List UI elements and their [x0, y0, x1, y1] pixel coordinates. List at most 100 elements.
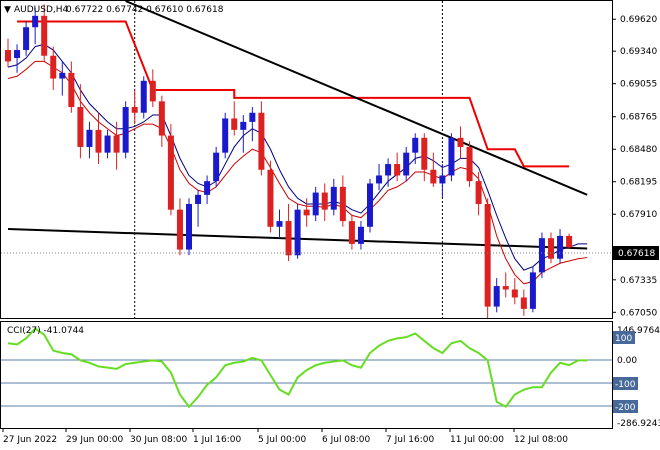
main-plot-frame — [0, 0, 613, 319]
time-label-0: 27 Jun 2022 — [3, 435, 57, 445]
candle-body-17 — [158, 101, 165, 136]
current-price-box — [613, 246, 659, 260]
candle-body-57 — [520, 297, 527, 309]
candle-body-52 — [475, 181, 482, 204]
candle-body-62 — [566, 235, 573, 248]
price-tick-label-0: 0.69620 — [620, 15, 657, 25]
candle-body-1 — [14, 50, 21, 59]
candle-body-29 — [267, 169, 274, 227]
candle-body-53 — [484, 203, 491, 307]
cci-label: CCI(27) -41.0744 — [7, 326, 84, 336]
candle-body-15 — [140, 80, 147, 113]
cci-minus200-tag: -200 — [615, 403, 636, 413]
candle-body-50 — [457, 137, 464, 147]
candle-body-4 — [41, 15, 48, 56]
candle-body-10 — [95, 129, 102, 153]
price-tick-label-2: 0.69055 — [620, 80, 657, 90]
time-label-2: 30 Jun 08:00 — [130, 435, 187, 445]
cci-plot-frame — [0, 321, 613, 429]
candle-body-13 — [122, 107, 129, 153]
candle-body-38 — [348, 221, 355, 244]
candle-body-31 — [285, 221, 292, 256]
candle-body-6 — [59, 72, 66, 79]
time-label-7: 11 Jul 00:00 — [450, 435, 504, 445]
candle-body-55 — [502, 286, 509, 290]
cci-line — [7, 327, 588, 409]
candle-body-21 — [195, 194, 202, 204]
candle-body-26 — [240, 121, 247, 130]
cci-minus200-box — [613, 400, 638, 413]
candle-body-27 — [249, 112, 256, 122]
candle-body-45 — [412, 137, 419, 153]
candle-body-5 — [50, 55, 57, 79]
cci-minus100-tag: -100 — [615, 380, 636, 390]
candle-body-44 — [403, 152, 410, 176]
cci-100-box — [613, 331, 635, 344]
candle-body-28 — [258, 112, 265, 170]
candle-body-32 — [294, 209, 301, 256]
candle-body-8 — [77, 107, 84, 147]
candle-body-51 — [466, 146, 473, 182]
candle-body-11 — [104, 135, 111, 153]
time-label-3: 1 Jul 16:00 — [193, 435, 242, 445]
price-tick-label-6: 0.67910 — [620, 210, 657, 220]
candle-body-58 — [529, 272, 536, 309]
candle-body-3 — [32, 15, 39, 28]
candle-body-20 — [186, 203, 192, 250]
price-tick-label-8: 0.67050 — [620, 308, 657, 318]
cci-axis-top: 146.9764 — [617, 326, 660, 336]
candle-body-35 — [321, 192, 328, 210]
candle-body-2 — [23, 27, 30, 51]
cci-axis-bottom: -286.9243 — [617, 419, 660, 429]
price-tick-label-3: 0.68765 — [620, 113, 657, 123]
candle-body-54 — [493, 286, 500, 307]
candle-body-30 — [276, 221, 283, 227]
candle-body-60 — [548, 238, 554, 259]
candle-body-43 — [394, 164, 401, 176]
price-tick-label-4: 0.68480 — [620, 145, 657, 155]
candle-body-39 — [357, 226, 364, 244]
candle-body-25 — [231, 118, 238, 130]
chart-menu-arrow[interactable]: ▼ — [4, 5, 11, 15]
candle-body-41 — [376, 175, 383, 184]
candle-body-40 — [367, 183, 373, 227]
candle-body-0 — [5, 50, 11, 62]
symbol-label: AUDUSD,H4 — [14, 5, 69, 15]
candle-body-47 — [430, 169, 437, 184]
cci-100-tag: 100 — [615, 334, 632, 344]
downtrend-line — [125, 0, 588, 196]
price-tick-label-7: 0.67335 — [620, 276, 657, 286]
candle-body-59 — [538, 238, 545, 273]
candle-body-14 — [131, 107, 138, 113]
candle-body-46 — [421, 137, 428, 170]
time-label-5: 6 Jul 08:00 — [322, 435, 371, 445]
candle-body-19 — [176, 209, 183, 250]
time-label-8: 12 Jul 08:00 — [514, 435, 568, 445]
sma-line — [7, 43, 588, 271]
candle-body-16 — [149, 80, 156, 102]
candle-body-56 — [511, 289, 518, 298]
candle-body-37 — [339, 186, 346, 222]
time-label-6: 7 Jul 16:00 — [386, 435, 435, 445]
time-label-4: 5 Jul 00:00 — [258, 435, 307, 445]
price-tick-label-5: 0.68195 — [620, 178, 657, 188]
candle-body-33 — [303, 209, 310, 216]
cci-axis-zero: 0.00 — [617, 356, 637, 366]
candle-body-36 — [330, 186, 337, 210]
candle-body-18 — [167, 135, 174, 210]
candle-body-12 — [113, 135, 120, 153]
ohlc-readout: 0.67722 0.67742 0.67610 0.67618 — [66, 5, 224, 15]
candle-body-9 — [86, 129, 93, 147]
candle-body-34 — [312, 192, 319, 216]
time-label-1: 29 Jun 00:00 — [66, 435, 123, 445]
cci-minus100-box — [613, 377, 638, 390]
candle-body-48 — [439, 175, 446, 184]
candle-body-49 — [448, 137, 455, 176]
candle-body-24 — [222, 118, 229, 153]
candle-body-7 — [68, 72, 75, 108]
price-tick-label-1: 0.69340 — [620, 47, 657, 57]
resistance-step-line — [17, 20, 570, 168]
candle-body-22 — [204, 181, 211, 195]
candle-body-23 — [213, 152, 220, 182]
